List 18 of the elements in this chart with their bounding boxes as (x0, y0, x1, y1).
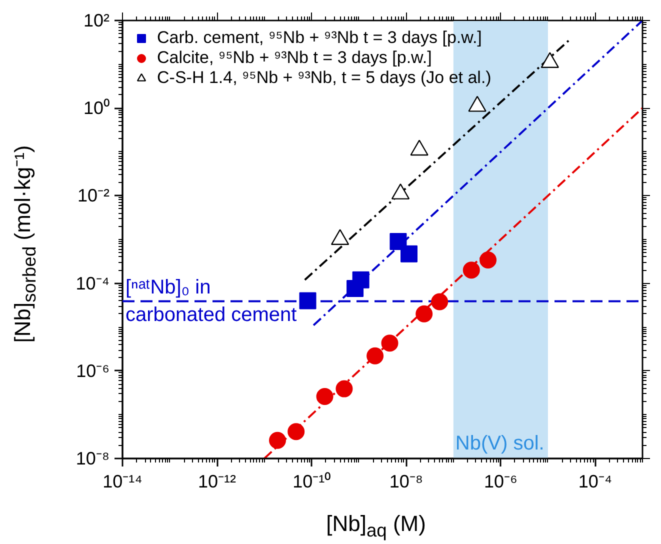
x-tick-label: 10⁻⁴ (578, 472, 612, 492)
x-tick-label: 10⁻⁸ (389, 472, 423, 492)
x-tick-label: 10⁻¹² (198, 472, 236, 492)
legend-label: Carb. cement, ⁹⁵Nb + ⁹³Nb t = 3 days [p.w.] (157, 28, 482, 48)
x-axis-title: [Nb]$_{aq}$ (M) (325, 510, 427, 542)
y-tick-label: 10⁰ (83, 98, 110, 118)
y-tick-label: 10² (83, 10, 110, 30)
band-label: Nb(V) sol. (455, 432, 544, 454)
y-tick-label: 10⁻⁸ (76, 448, 110, 468)
legend-label: C-S-H 1.4, ⁹⁵Nb + ⁹³Nb, t = 5 days (Jo et al.) (157, 68, 492, 88)
x-tick-label: 10⁻¹⁴ (102, 472, 142, 492)
x-tick-label: 10⁻¹⁰ (292, 472, 331, 492)
y-tick-label: 10⁻⁴ (76, 273, 110, 294)
y-tick-label: 10⁻⁶ (76, 360, 110, 381)
x-tick-label: 10⁻⁶ (484, 472, 518, 492)
ref-line-label: [ⁿᵃᵗNb]₀ in carbonated cement (126, 276, 298, 326)
y-tick-label: 10⁻² (77, 186, 110, 206)
legend-label: Calcite, ⁹⁵Nb + ⁹³Nb t = 3 days [p.w.] (157, 48, 432, 68)
